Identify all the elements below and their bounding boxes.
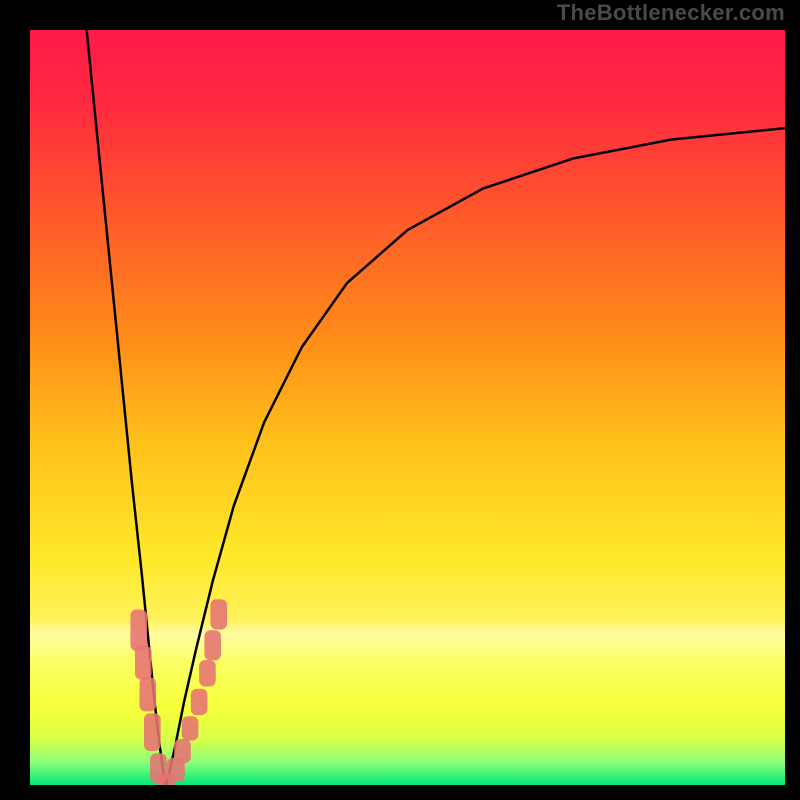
data-marker (191, 689, 208, 715)
data-marker (130, 609, 147, 651)
data-marker (144, 713, 161, 751)
chart-container: TheBottlenecker.com (0, 0, 800, 800)
data-markers (130, 599, 227, 785)
data-marker (210, 599, 227, 629)
data-marker (204, 630, 221, 660)
bottleneck-curve (87, 30, 785, 785)
data-marker (174, 739, 191, 763)
chart-overlay (30, 30, 785, 785)
plot-area (30, 30, 785, 785)
data-marker (199, 660, 216, 686)
data-marker (182, 716, 199, 740)
data-marker (135, 646, 152, 680)
data-marker (139, 677, 156, 711)
source-watermark: TheBottlenecker.com (557, 0, 785, 26)
